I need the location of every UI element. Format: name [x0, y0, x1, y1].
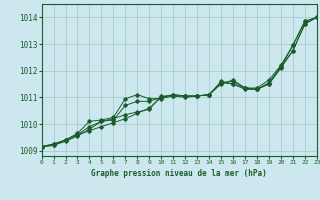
X-axis label: Graphe pression niveau de la mer (hPa): Graphe pression niveau de la mer (hPa) [91, 169, 267, 178]
